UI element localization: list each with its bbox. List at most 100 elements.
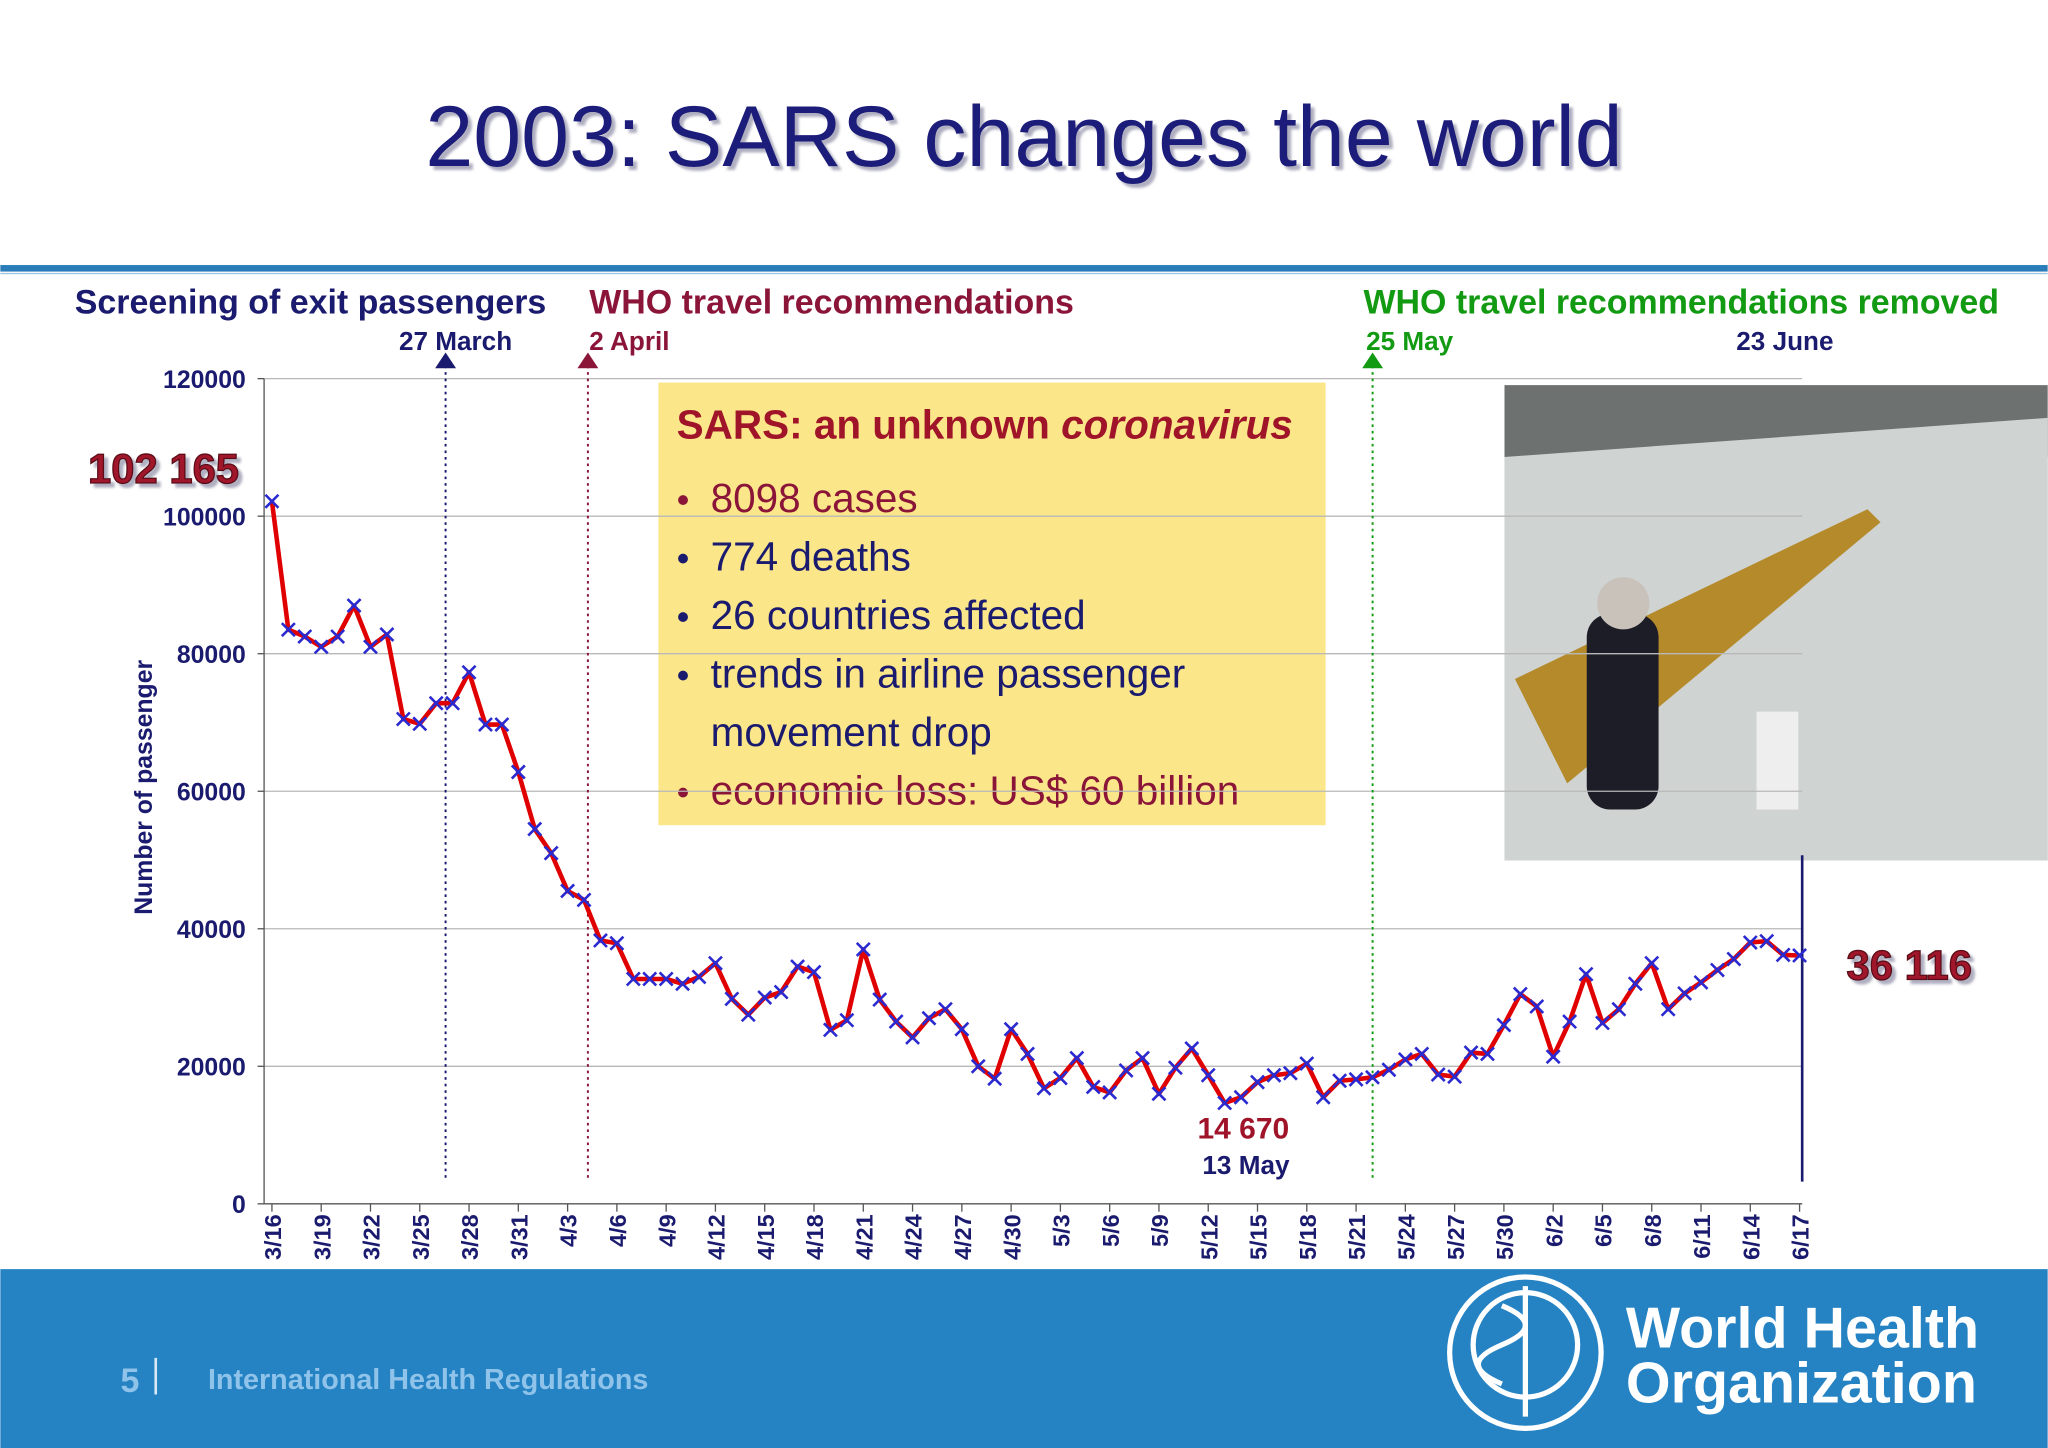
title-rule [0, 265, 2048, 272]
data-point [363, 639, 378, 655]
data-point [1266, 1067, 1282, 1083]
data-point [1447, 1069, 1463, 1085]
data-point [675, 976, 691, 992]
data-point [1036, 1080, 1052, 1096]
data-point [625, 971, 641, 987]
x-tick-label: 5/24 [1393, 1214, 1419, 1260]
x-tick-label: 4/24 [901, 1214, 927, 1260]
data-point [888, 1014, 904, 1030]
x-tick-label: 5/6 [1098, 1214, 1124, 1247]
data-point [478, 717, 493, 732]
x-tick-label: 6/8 [1640, 1214, 1666, 1247]
data-point [1414, 1046, 1430, 1062]
page-number: 5 [120, 1362, 139, 1400]
x-tick-label: 5/21 [1344, 1214, 1370, 1260]
x-tick-label: 6/14 [1738, 1214, 1764, 1260]
data-point [1282, 1065, 1298, 1081]
logo-line-2: Organization [1626, 1351, 1977, 1415]
data-point [1348, 1071, 1364, 1087]
data-point [954, 1021, 970, 1037]
data-point [707, 955, 723, 971]
footer-divider [154, 1357, 158, 1395]
event-date: 27 March [399, 326, 512, 356]
data-point [1709, 962, 1725, 978]
who-emblem [1447, 1274, 1604, 1432]
data-point [461, 664, 477, 680]
data-point [1315, 1089, 1331, 1105]
x-tick-label: 6/2 [1541, 1214, 1567, 1247]
y-tick-label: 120000 [163, 367, 246, 394]
data-point [1135, 1050, 1150, 1066]
data-point [1397, 1051, 1413, 1067]
data-point [724, 991, 740, 1007]
data-point [428, 695, 444, 711]
data-point [1365, 1069, 1380, 1085]
data-point [1578, 966, 1594, 982]
data-point [264, 493, 280, 509]
data-point [658, 971, 674, 987]
value-label: 36 116 [1847, 941, 1972, 988]
value-label: 14 670 [1197, 1113, 1289, 1146]
data-point [1299, 1056, 1315, 1072]
x-tick-label: 4/9 [654, 1214, 680, 1247]
data-point [1792, 948, 1808, 963]
data-point [1151, 1086, 1167, 1102]
data-point [822, 1022, 838, 1038]
event-marker [435, 352, 457, 369]
series-line [269, 501, 1800, 1106]
data-point [412, 716, 428, 732]
bullet-dot: • [677, 654, 690, 695]
data-point [855, 941, 871, 957]
bullet-text: trends in airline passenger [711, 650, 1186, 696]
data-point [1693, 974, 1709, 990]
x-tick-label: 3/31 [506, 1214, 532, 1260]
event-title: WHO travel recommendations [589, 283, 1074, 321]
data-point [987, 1071, 1003, 1087]
data-point [773, 984, 789, 1000]
info-title: SARS: an unknown coronavirus [677, 402, 1293, 448]
value-label: 102 165 [88, 445, 239, 492]
event-date: 23 June [1736, 326, 1833, 356]
data-point [1020, 1046, 1035, 1062]
footer-text: International Health Regulations [208, 1364, 648, 1396]
data-point [1677, 985, 1693, 1001]
data-point [1102, 1084, 1118, 1100]
data-point [1759, 933, 1775, 949]
data-point [445, 695, 461, 711]
event-date: 2 April [589, 326, 669, 356]
data-point [1496, 1017, 1512, 1033]
data-point [1627, 976, 1643, 992]
data-point [1430, 1067, 1446, 1083]
data-point [1644, 955, 1660, 971]
y-tick-label: 100000 [163, 504, 246, 531]
data-point [1480, 1046, 1495, 1062]
data-point [560, 883, 576, 899]
x-tick-label: 5/18 [1295, 1214, 1321, 1260]
data-point [297, 629, 313, 644]
event-marker [577, 352, 599, 369]
data-point [379, 627, 395, 642]
data-point [1726, 951, 1742, 967]
data-point [1562, 1014, 1578, 1030]
info-title-italic: coronavirus [1061, 402, 1293, 448]
x-tick-label: 4/12 [704, 1214, 730, 1260]
annotation: 13 May [1202, 1150, 1290, 1180]
x-tick-label: 6/5 [1591, 1214, 1617, 1247]
y-tick-label: 80000 [177, 642, 246, 669]
x-tick-label: 6/17 [1788, 1214, 1814, 1260]
slide-title: 2003: SARS changes the world [425, 89, 1622, 185]
data-point [905, 1029, 921, 1045]
bullet-text: economic loss: US$ 60 billion [711, 767, 1240, 813]
data-point [1512, 986, 1528, 1002]
data-point [642, 971, 658, 987]
data-point [937, 1001, 953, 1017]
data-point [1085, 1079, 1101, 1095]
data-point [510, 764, 526, 780]
x-tick-label: 4/30 [999, 1214, 1025, 1260]
data-point [1545, 1049, 1561, 1065]
data-point [1381, 1062, 1397, 1078]
bullet-list: • 8098 cases • 774 deaths • 26 countries affe… [677, 475, 1240, 813]
y-tick-label: 40000 [177, 917, 246, 944]
y-tick-label: 20000 [177, 1054, 246, 1081]
x-tick-label: 3/22 [359, 1214, 385, 1260]
